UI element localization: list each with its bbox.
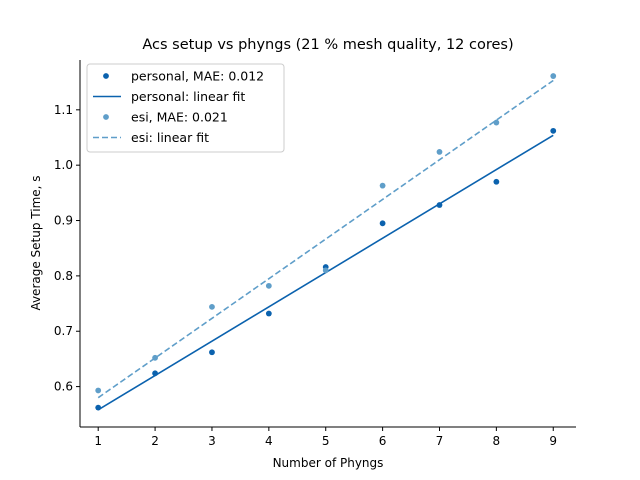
y-tick-label: 1.0 <box>54 158 73 172</box>
legend-label: esi, MAE: 0.021 <box>131 110 228 125</box>
x-tick-label: 4 <box>265 434 273 448</box>
data-point-series-2 <box>265 282 272 289</box>
data-point-series-2 <box>152 354 158 361</box>
x-tick-label: 7 <box>436 434 444 448</box>
x-ticks: 1 2 3 4 5 6 7 8 9 <box>94 427 557 448</box>
x-tick-label: 3 <box>208 434 216 448</box>
x-tick-label: 8 <box>493 434 501 448</box>
legend-marker <box>103 73 109 79</box>
data-point-series-2 <box>379 182 386 189</box>
y-axis-label: Average Setup Time, s <box>29 175 43 310</box>
data-point-series-2 <box>322 267 329 274</box>
x-tick-label: 9 <box>549 434 557 448</box>
data-point-series-0 <box>379 220 386 227</box>
y-tick-label: 0.6 <box>54 380 73 394</box>
data-point-series-0 <box>436 202 443 208</box>
x-tick-label: 1 <box>94 434 102 448</box>
legend: personal, MAE: 0.012 personal: linear fit… <box>86 63 285 153</box>
data-point-series-0 <box>550 127 557 134</box>
legend-label: personal, MAE: 0.012 <box>131 69 264 84</box>
series-line-3 <box>97 79 554 399</box>
data-point-series-2 <box>95 387 102 394</box>
chart-title: Acs setup vs phyngs (21 % mesh quality, … <box>142 37 513 53</box>
y-tick-label: 1.1 <box>54 103 73 117</box>
data-point-series-0 <box>209 349 215 356</box>
legend-label: esi: linear fit <box>131 130 209 145</box>
x-tick-label: 2 <box>151 434 159 448</box>
data-point-series-0 <box>95 404 102 411</box>
legend-label: personal: linear fit <box>131 89 245 104</box>
y-tick-label: 0.9 <box>54 214 73 228</box>
x-tick-label: 6 <box>379 434 387 448</box>
y-tick-label: 0.8 <box>54 269 73 283</box>
data-point-series-0 <box>152 370 158 377</box>
data-point-series-2 <box>209 303 215 310</box>
x-axis-label: Number of Phyngs <box>273 456 384 470</box>
x-tick-label: 5 <box>322 434 330 448</box>
y-ticks: 0.6 0.7 0.8 0.9 1.0 1.1 <box>54 103 80 394</box>
legend-marker <box>103 114 109 120</box>
data-point-series-0 <box>265 310 272 317</box>
plot-area <box>95 73 557 411</box>
data-point-series-2 <box>493 119 500 126</box>
y-tick-label: 0.7 <box>54 324 73 338</box>
data-point-series-2 <box>436 148 443 155</box>
data-point-series-2 <box>550 73 557 79</box>
legend-frame <box>86 63 285 153</box>
data-point-series-0 <box>493 178 500 185</box>
